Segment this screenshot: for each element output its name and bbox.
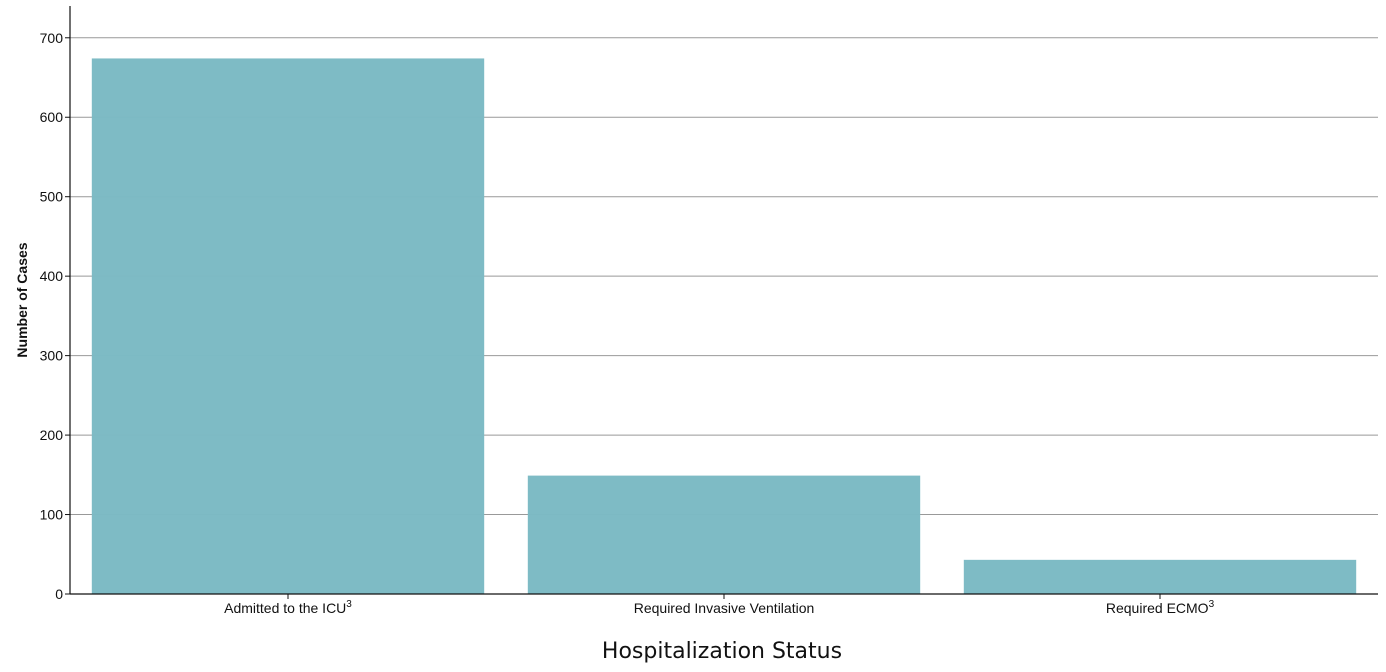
y-tick-label: 600 [40, 109, 64, 125]
y-tick-label: 0 [55, 586, 63, 602]
x-tick-label: Admitted to the ICU3 [224, 599, 352, 616]
y-axis-title: Number of Cases [14, 242, 30, 357]
y-tick-label: 400 [40, 268, 64, 284]
x-tick-label: Required ECMO3 [1106, 599, 1215, 616]
axes [65, 6, 1378, 599]
bar [527, 475, 921, 594]
bar [91, 58, 485, 595]
x-tick-label-superscript: 3 [1209, 599, 1215, 610]
x-tick-label-superscript: 3 [346, 599, 352, 610]
y-tick-label: 100 [40, 507, 64, 523]
y-tick-label: 500 [40, 189, 64, 205]
labels: 0 100 200 300 400 500 600 700 Admitted to the IC… [40, 30, 1215, 616]
bar [963, 559, 1357, 594]
bars [91, 58, 1357, 595]
y-tick-label: 700 [40, 30, 64, 46]
x-axis-title: Hospitalization Status [602, 639, 842, 664]
y-tick-label: 300 [40, 348, 64, 364]
x-tick-label: Required Invasive Ventilation [634, 600, 815, 616]
y-tick-label: 200 [40, 427, 64, 443]
